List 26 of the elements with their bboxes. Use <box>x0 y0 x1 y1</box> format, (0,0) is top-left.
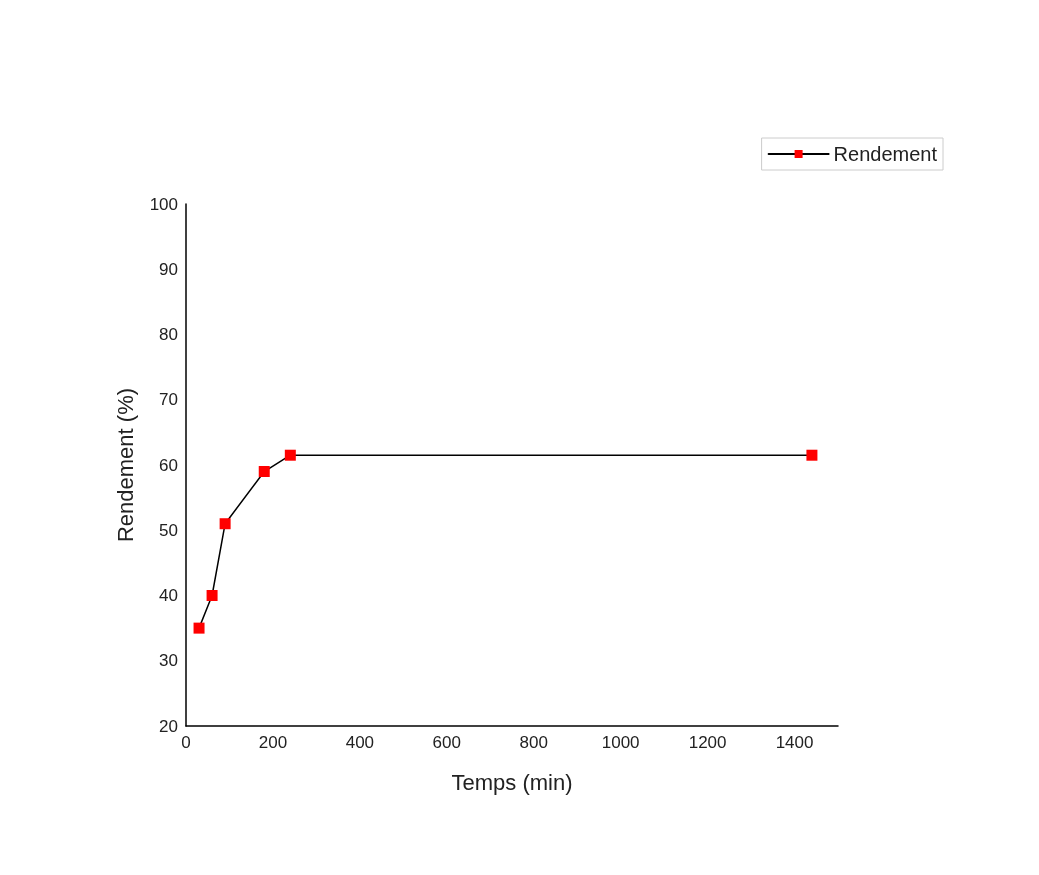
x-axis-title: Temps (min) <box>451 769 573 795</box>
y-tick-label: 90 <box>159 259 178 279</box>
x-tick-label: 0 <box>181 733 191 752</box>
y-tick-label: 70 <box>159 390 178 410</box>
y-tick-label: 80 <box>159 325 178 344</box>
y-tick-label: 100 <box>149 194 178 214</box>
y-tick-label: 50 <box>159 520 178 540</box>
x-tick-label: 600 <box>432 733 461 752</box>
point <box>193 622 205 634</box>
y-tick-label: 60 <box>159 455 178 475</box>
legend-label: Rendement <box>833 143 938 165</box>
x-tick-label: 200 <box>258 733 288 752</box>
point <box>258 466 270 478</box>
x-tick-label: 400 <box>345 733 375 752</box>
x-tick-label: 1200 <box>688 733 727 752</box>
y-axis-title: Rendement (%) <box>112 387 138 543</box>
point <box>219 518 231 530</box>
point <box>806 449 818 461</box>
y-tick-label: 30 <box>159 651 178 671</box>
x-tick-label: 1000 <box>601 733 640 752</box>
y-tick-label: 40 <box>159 586 178 605</box>
point <box>206 590 218 601</box>
x-tick-label: 1400 <box>775 733 814 752</box>
x-tick-label: 800 <box>519 733 548 752</box>
y-tick-label: 20 <box>159 716 178 736</box>
point <box>284 449 296 461</box>
